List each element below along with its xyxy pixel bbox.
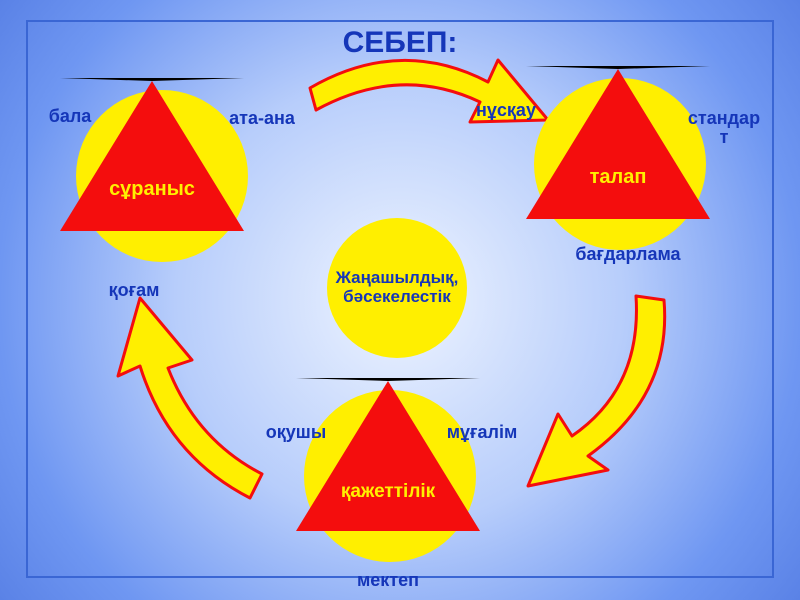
node-left-triangle-label: сұраныс <box>62 178 242 201</box>
node-left-triangle <box>60 78 244 231</box>
node-right-ext-label-1: стандарт <box>684 109 764 147</box>
node-left-ext-label-1: ата-ана <box>192 109 332 128</box>
node-right-ext-label-0: нұсқау <box>436 101 576 120</box>
node-bottom-triangle <box>296 378 480 531</box>
node-right-ext-label-2: бағдарлама <box>558 245 698 264</box>
node-right-triangle <box>526 66 710 219</box>
node-bottom-triangle-label: қажеттілік <box>298 481 478 503</box>
node-bottom-ext-label-1: мұғалім <box>412 423 552 442</box>
node-right-triangle-label: талап <box>528 166 708 189</box>
node-left-ext-label-2: қоғам <box>64 281 204 300</box>
node-bottom-ext-label-2: мектеп <box>318 571 458 590</box>
diagram-stage: СЕБЕП: сұранысбалаата-анақоғам талапнұсқ… <box>0 0 800 600</box>
node-bottom-ext-label-0: оқушы <box>226 423 366 442</box>
center-circle-label: Жаңашылдық,бәсекелестік <box>327 268 467 307</box>
node-left-ext-label-0: бала <box>0 107 140 126</box>
